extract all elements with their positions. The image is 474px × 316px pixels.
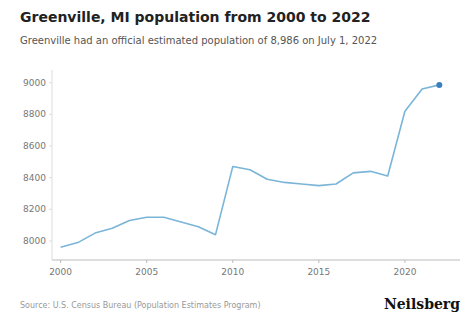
x-tick-label: 2010 xyxy=(221,267,244,277)
x-tick-label: 2005 xyxy=(135,267,158,277)
y-tick-label: 8400 xyxy=(23,173,46,183)
y-tick xyxy=(49,177,52,178)
y-tick xyxy=(49,146,52,147)
x-tick xyxy=(146,260,147,263)
x-tick xyxy=(404,260,405,263)
x-tick xyxy=(232,260,233,263)
chart: Greenville, MI population from 2000 to 2… xyxy=(0,0,474,316)
subtitle: Greenville had an official estimated pop… xyxy=(20,35,377,46)
x-tick xyxy=(318,260,319,263)
x-tick-label: 2020 xyxy=(393,267,416,277)
y-tick-label: 8800 xyxy=(23,109,46,119)
y-tick xyxy=(49,114,52,115)
y-tick xyxy=(49,209,52,210)
y-tick-label: 8000 xyxy=(23,236,46,246)
x-tick-label: 2015 xyxy=(307,267,330,277)
point xyxy=(436,82,442,88)
y-tick-label: 8600 xyxy=(23,141,46,151)
y-tick xyxy=(49,82,52,83)
brand: Neilsberg xyxy=(384,296,460,312)
x-tick-label: 2000 xyxy=(49,267,72,277)
y-tick-label: 9000 xyxy=(23,78,46,88)
x-tick xyxy=(60,260,61,263)
line xyxy=(61,85,440,247)
plot-area xyxy=(61,82,443,247)
y-tick-label: 8200 xyxy=(23,204,46,214)
y-axis xyxy=(52,70,53,260)
x-axis xyxy=(52,260,460,261)
source: Source: U.S. Census Bureau (Population E… xyxy=(20,301,261,310)
y-tick xyxy=(49,241,52,242)
title: Greenville, MI population from 2000 to 2… xyxy=(20,9,370,25)
